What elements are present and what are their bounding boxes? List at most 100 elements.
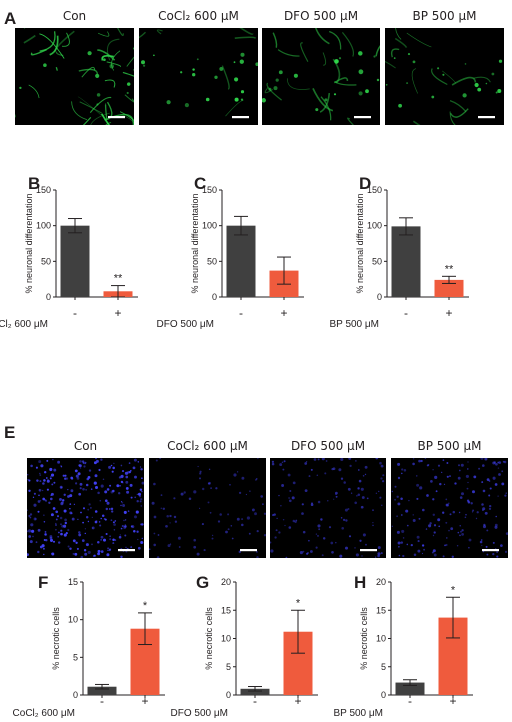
micrograph-texture: [270, 458, 385, 558]
significance-marker: **: [445, 263, 454, 275]
micrograph-texture: [262, 28, 380, 125]
x-category-label: +: [445, 306, 452, 320]
y-tick-label: 20: [376, 577, 386, 587]
micrograph-panel: DFO 500 μM: [270, 439, 386, 558]
panel-letter: F: [38, 573, 48, 592]
y-tick-label: 5: [226, 662, 231, 672]
y-tick-label: 10: [221, 634, 231, 644]
significance-marker: *: [451, 584, 456, 596]
micrograph-label: CoCl₂ 600 μM: [167, 439, 248, 453]
y-tick-label: 150: [202, 185, 217, 195]
x-category-label: -: [100, 694, 104, 708]
micrograph-image: [15, 28, 134, 125]
x-category-label: +: [294, 694, 301, 708]
control-bar: [395, 682, 425, 695]
micrograph-panel: CoCl₂ 600 μM: [139, 9, 258, 125]
micrograph-image: [391, 458, 508, 558]
y-tick-label: 5: [381, 662, 386, 672]
control-bar: [87, 686, 117, 695]
micrograph-image: [262, 28, 380, 125]
treatment-label: DFO 500 μM: [171, 708, 228, 719]
micrograph-label: DFO 500 μM: [291, 439, 365, 453]
x-category-label: +: [114, 306, 121, 320]
x-category-label: +: [449, 694, 456, 708]
y-tick-label: 0: [46, 292, 51, 302]
control-bar: [226, 225, 256, 297]
micrograph-texture: [15, 28, 134, 125]
control-bar: [240, 688, 270, 695]
y-tick-label: 50: [207, 256, 217, 266]
micrograph-row-e: E Con CoCl₂ 600 μM DFO 500 μM BP 500 μM: [4, 423, 508, 558]
micrograph-texture: [27, 458, 144, 558]
y-tick-label: 15: [221, 605, 231, 615]
panel-letter: G: [196, 573, 209, 592]
y-axis-label: % necrotic cells: [204, 607, 214, 670]
scale-bar: [354, 116, 371, 119]
y-tick-label: 50: [372, 256, 382, 266]
control-bar: [391, 226, 421, 297]
scale-bar: [482, 549, 499, 552]
micrograph-row-a: A Con CoCl₂ 600 μM DFO 500 μM BP 500 μM: [4, 9, 504, 125]
scale-bar: [240, 549, 257, 552]
y-tick-label: 100: [367, 221, 382, 231]
significance-marker: **: [114, 273, 123, 285]
panel-letter: A: [4, 9, 16, 28]
micrograph-texture: [391, 458, 508, 558]
y-tick-label: 5: [73, 652, 78, 662]
scale-bar: [232, 116, 249, 119]
x-category-label: +: [141, 694, 148, 708]
panel-letter: D: [359, 174, 371, 193]
y-tick-label: 20: [221, 577, 231, 587]
y-axis-label: % neuronal differentation: [24, 194, 34, 294]
y-tick-label: 150: [367, 185, 382, 195]
micrograph-panel: DFO 500 μM: [262, 9, 380, 125]
micrograph-image: [270, 458, 386, 558]
y-tick-label: 100: [36, 221, 51, 231]
treated-bar: [434, 279, 464, 297]
scale-bar: [108, 116, 125, 119]
chart-h: H 0 5 10 15 20 % necrotic cells - + * BP 500 μM: [334, 573, 473, 719]
micrograph-label: Con: [74, 439, 97, 453]
x-category-label: -: [73, 306, 77, 320]
panel-letter: H: [354, 573, 366, 592]
micrograph-label: BP 500 μM: [413, 9, 477, 23]
x-category-label: -: [253, 694, 257, 708]
y-tick-label: 10: [376, 634, 386, 644]
chart-d: D 0 50 100 150% neuronal differentation - + ** B…: [330, 174, 469, 330]
treatment-label: BP 500 μM: [334, 708, 384, 719]
x-category-label: -: [408, 694, 412, 708]
micrograph-panel: Con: [15, 9, 134, 125]
y-tick-label: 0: [73, 690, 78, 700]
treatment-label: BP 500 μM: [330, 319, 380, 330]
y-axis-label: % neuronal differentation: [355, 194, 365, 294]
y-axis-label: % necrotic cells: [51, 607, 61, 670]
x-category-label: -: [239, 306, 243, 320]
y-axis-label: % neuronal differentation: [190, 194, 200, 294]
y-tick-label: 150: [36, 185, 51, 195]
y-tick-label: 0: [226, 690, 231, 700]
chart-g: G 0 5 10 15 20 % necrotic cells - + * DFO 500 μM: [171, 573, 318, 719]
scale-bar: [478, 116, 495, 119]
treatment-label: CoCl₂ 600 μM: [13, 708, 75, 719]
chart-b: B 0 50 100 150% neuronal differentation - + ** C…: [0, 174, 138, 330]
y-tick-label: 15: [68, 577, 78, 587]
micrograph-texture: [149, 458, 266, 558]
micrograph-panel: BP 500 μM: [391, 439, 508, 558]
scale-bar: [118, 549, 135, 552]
micrograph-image: [149, 458, 266, 558]
y-axis-label: % necrotic cells: [359, 607, 369, 670]
micrograph-image: [385, 28, 504, 125]
x-category-label: +: [280, 306, 287, 320]
chart-c: C 0 50 100 150% neuronal differentation - + DFO…: [157, 174, 304, 330]
y-tick-label: 0: [381, 690, 386, 700]
micrograph-label: BP 500 μM: [418, 439, 482, 453]
y-tick-label: 15: [376, 605, 386, 615]
panel-letter: C: [194, 174, 206, 193]
micrograph-label: Con: [63, 9, 86, 23]
micrograph-label: CoCl₂ 600 μM: [158, 9, 239, 23]
micrograph-panel: CoCl₂ 600 μM: [149, 439, 266, 558]
chart-f: F 0 5 10 15 % necrotic cells - + * CoCl₂ 600 μM: [13, 573, 165, 719]
y-tick-label: 50: [41, 256, 51, 266]
y-tick-label: 0: [212, 292, 217, 302]
